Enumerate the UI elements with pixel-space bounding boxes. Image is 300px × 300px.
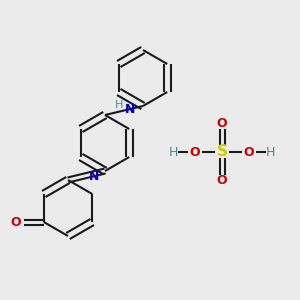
- Text: N: N: [89, 170, 100, 183]
- Text: H: H: [266, 146, 275, 158]
- Text: O: O: [217, 174, 227, 187]
- Text: O: O: [244, 146, 254, 158]
- Text: S: S: [217, 145, 227, 160]
- Text: N: N: [125, 103, 135, 116]
- Text: H: H: [115, 100, 123, 110]
- Text: H: H: [169, 146, 178, 158]
- Text: O: O: [217, 117, 227, 130]
- Text: O: O: [190, 146, 200, 158]
- Text: O: O: [11, 215, 21, 229]
